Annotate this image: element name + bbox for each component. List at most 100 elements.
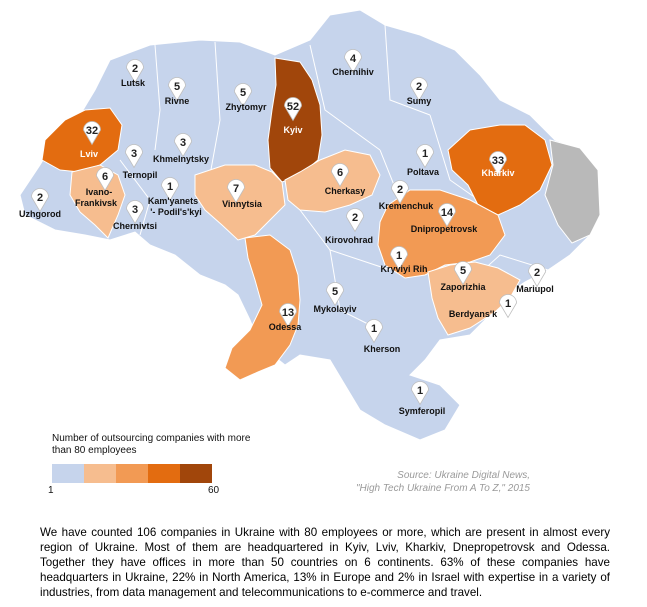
city-name: Kam'yanets xyxy=(148,196,198,206)
vinnytsia-region xyxy=(194,164,286,241)
city-pin-chernivtsi: 3 Chernivtsi xyxy=(113,200,157,231)
city-name: Chernihiv xyxy=(332,67,374,77)
city-count: 3 xyxy=(131,148,137,160)
lviv-region xyxy=(41,107,123,173)
city-name: Frankivsk xyxy=(75,198,118,208)
city-count: 52 xyxy=(287,101,299,113)
city-count: 2 xyxy=(534,267,540,279)
city-count: 3 xyxy=(180,137,186,149)
map-pin-icon xyxy=(346,208,364,233)
city-name: Mykolayiv xyxy=(313,304,356,314)
city-count: 6 xyxy=(102,171,108,183)
map-pin-icon xyxy=(96,167,114,192)
city-count: 1 xyxy=(422,148,428,160)
map-pin-icon xyxy=(391,180,409,205)
city-name: Kharkiv xyxy=(481,168,514,178)
city-count: 5 xyxy=(460,265,466,277)
map-pin-icon xyxy=(489,151,507,176)
city-count: 1 xyxy=(371,323,377,335)
legend-swatch-2 xyxy=(84,464,116,483)
map-pin-icon xyxy=(125,144,143,169)
city-count: 5 xyxy=(240,87,246,99)
map-pin-icon xyxy=(365,319,383,344)
map-pin-icon xyxy=(499,294,517,319)
city-pin-rivne: 5 Rivne xyxy=(165,77,189,106)
map-pin-icon xyxy=(331,163,349,188)
map-pin-icon xyxy=(168,77,186,102)
legend-max-label: 60 xyxy=(208,485,220,496)
city-pin-uzhgorod: 2 Uzhgorod xyxy=(19,188,61,219)
city-name: Kyiv xyxy=(283,125,302,135)
legend-title: Number of outsourcing companies with mor… xyxy=(52,433,251,456)
city-pin-ivano: 6 Ivano-Frankivsk xyxy=(75,167,118,208)
city-count: 2 xyxy=(397,184,403,196)
city-name: Lviv xyxy=(80,149,98,159)
legend-color-scale xyxy=(52,464,212,483)
city-name: Zhytomyr xyxy=(225,102,267,112)
city-count: 5 xyxy=(174,81,180,93)
city-name: Mariupol xyxy=(516,284,554,294)
city-count: 6 xyxy=(337,167,343,179)
legend-min-label: 1 xyxy=(48,485,54,496)
odessa-region xyxy=(224,234,301,381)
city-name: Zaporizhia xyxy=(440,282,486,292)
city-pin-sumy: 2 Sumy xyxy=(407,77,432,106)
city-count: 5 xyxy=(332,286,338,298)
city-name: Kherson xyxy=(364,344,401,354)
city-count: 14 xyxy=(441,207,454,219)
city-pin-kirovohrad: 2 Kirovohrad xyxy=(325,208,373,245)
city-pin-berdyansk: 1 Berdyans'k xyxy=(449,294,517,319)
city-count: 2 xyxy=(37,192,43,204)
city-pin-lviv: 32 Lviv xyxy=(80,121,101,159)
map-pin-icon xyxy=(227,179,245,204)
city-name: Lutsk xyxy=(121,78,146,88)
city-pin-dnipro: 14 Dnipropetrovsk xyxy=(411,203,478,234)
city-count: 2 xyxy=(416,81,422,93)
city-pin-kremenchuk: 2 Kremenchuk xyxy=(379,180,435,211)
city-count: 7 xyxy=(233,183,239,195)
city-name: Khmelnytsky xyxy=(153,154,209,164)
city-pin-odessa: 13 Odessa xyxy=(269,303,303,332)
city-count: 3 xyxy=(132,204,138,216)
city-name: Ternopil xyxy=(123,170,158,180)
city-pin-khmelnytsky: 3 Khmelnytsky xyxy=(153,133,209,164)
map-pin-icon xyxy=(161,177,179,202)
city-count: 32 xyxy=(86,125,98,137)
city-pin-zaporizhia: 5 Zaporizhia xyxy=(440,261,486,292)
cherkasy-region xyxy=(284,149,381,213)
city-name: Ivano- xyxy=(86,187,113,197)
source-line-2: "High Tech Ukraine From A To Z," 2015 xyxy=(355,483,530,494)
city-count: 1 xyxy=(417,385,423,397)
city-count: 2 xyxy=(132,63,138,75)
city-pin-mariupol: 2 Mariupol xyxy=(516,263,554,294)
city-name: Chernivtsi xyxy=(113,221,157,231)
city-name: Symferopil xyxy=(399,406,446,416)
city-name: Berdyans'k xyxy=(449,309,498,319)
city-name: Kremenchuk xyxy=(379,201,435,211)
map-pin-icon xyxy=(126,59,144,84)
city-name: Sumy xyxy=(407,96,432,106)
map-pin-icon xyxy=(528,263,546,288)
city-pin-cherkasy: 6 Cherkasy xyxy=(325,163,366,196)
map-pin-icon xyxy=(410,77,428,102)
city-count: 13 xyxy=(282,307,294,319)
city-count: 2 xyxy=(352,212,358,224)
map-pin-icon xyxy=(83,121,101,146)
city-name: Odessa xyxy=(269,322,303,332)
city-name: Uzhgorod xyxy=(19,209,61,219)
city-pin-symferopil: 1 Symferopil xyxy=(399,381,446,416)
map-pin-icon xyxy=(326,282,344,307)
city-pin-zhytomyr: 5 Zhytomyr xyxy=(225,83,267,112)
city-count: 33 xyxy=(492,155,504,167)
map-pin-icon xyxy=(344,49,362,74)
city-count: 4 xyxy=(350,53,357,65)
source-note: Source: Ukraine Digital News, "High Tech… xyxy=(300,469,530,495)
legend-swatch-4 xyxy=(148,464,180,483)
city-count: 1 xyxy=(396,250,402,262)
city-pin-kyiv: 52 Kyiv xyxy=(283,97,303,135)
city-name: Cherkasy xyxy=(325,186,366,196)
city-name: Kryviyi Rih xyxy=(380,264,427,274)
map-pin-icon xyxy=(174,133,192,158)
